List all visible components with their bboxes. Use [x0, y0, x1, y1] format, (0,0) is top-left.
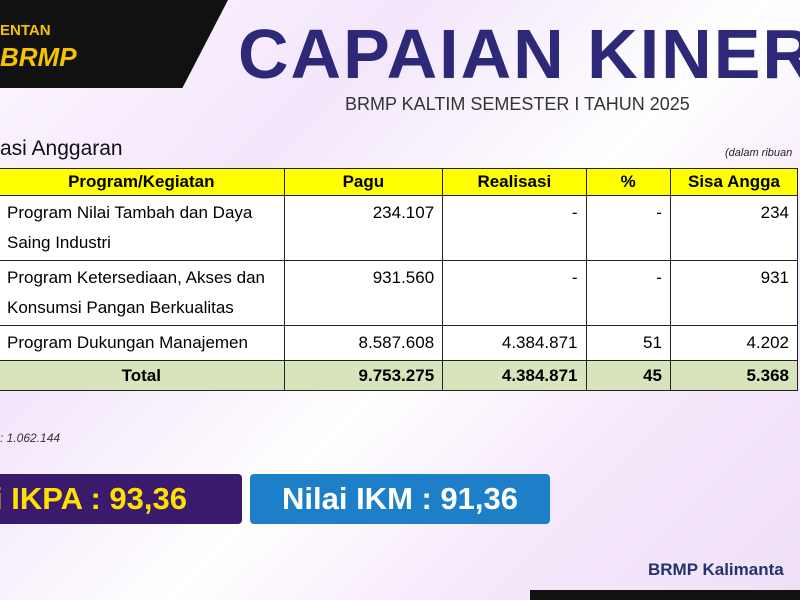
- ikm-badge: Nilai IKM : 91,36: [250, 474, 550, 524]
- total-label: Total: [0, 360, 285, 391]
- number-cell: -: [585, 260, 671, 326]
- footer-strip: [530, 590, 800, 600]
- column-header: Sisa Angga: [669, 168, 799, 196]
- number-cell: 4.202: [669, 325, 799, 361]
- number-cell: 51: [585, 325, 671, 361]
- number-cell: 234.107: [283, 195, 444, 261]
- budget-table: Program/Kegiatan Pagu Realisasi% Sisa Angga…: [0, 168, 799, 391]
- org-label: ENTAN: [0, 22, 51, 39]
- number-cell: 4.384.871: [442, 325, 587, 361]
- table-body: Program Nilai Tambah dan Daya Saing Indu…: [0, 195, 799, 391]
- number-cell: -: [442, 260, 587, 326]
- subtitle: BRMP KALTIM SEMESTER I TAHUN 2025: [345, 94, 690, 114]
- number-cell: 234: [669, 195, 799, 261]
- table-row: Program Dukungan Manajemen 8.587.608 4.384…: [0, 325, 799, 361]
- footer: BRMP Kalimanta: [648, 560, 784, 579]
- section-title: asi Anggaran: [0, 137, 123, 160]
- header-row: Program/Kegiatan Pagu Realisasi% Sisa Angga: [0, 168, 799, 196]
- footnote: : 1.062.144: [0, 431, 61, 445]
- column-header: Pagu: [283, 168, 444, 196]
- column-header: %: [585, 168, 671, 196]
- number-cell: 931: [669, 260, 799, 326]
- number-cell: 931.560: [283, 260, 444, 326]
- column-header: Realisasi: [442, 168, 587, 196]
- total-cell: 5.368: [669, 360, 799, 391]
- title: CAPAIAN KINERJ: [238, 15, 800, 93]
- program-cell: Program Ketersediaan, Akses dan Konsumsi…: [0, 260, 285, 326]
- number-cell: -: [585, 195, 671, 261]
- ikpa-badge: i IKPA : 93,36: [0, 474, 242, 524]
- table-row: Program Ketersediaan, Akses dan Konsumsi…: [0, 260, 799, 326]
- total-cell: 45: [585, 360, 671, 391]
- unit-note: (dalam ribuan: [725, 147, 793, 159]
- number-cell: -: [442, 195, 587, 261]
- total-row: Total 9.753.275 4.384.871 45 5.368: [0, 360, 799, 391]
- total-cell: 4.384.871: [442, 360, 587, 391]
- program-cell: Program Dukungan Manajemen: [0, 325, 285, 361]
- logo: BRMP: [0, 42, 77, 72]
- total-cell: 9.753.275: [283, 360, 444, 391]
- table-row: Program Nilai Tambah dan Daya Saing Indu…: [0, 195, 799, 261]
- number-cell: 8.587.608: [283, 325, 444, 361]
- column-header: Program/Kegiatan: [0, 168, 285, 196]
- program-cell: Program Nilai Tambah dan Daya Saing Indu…: [0, 195, 285, 261]
